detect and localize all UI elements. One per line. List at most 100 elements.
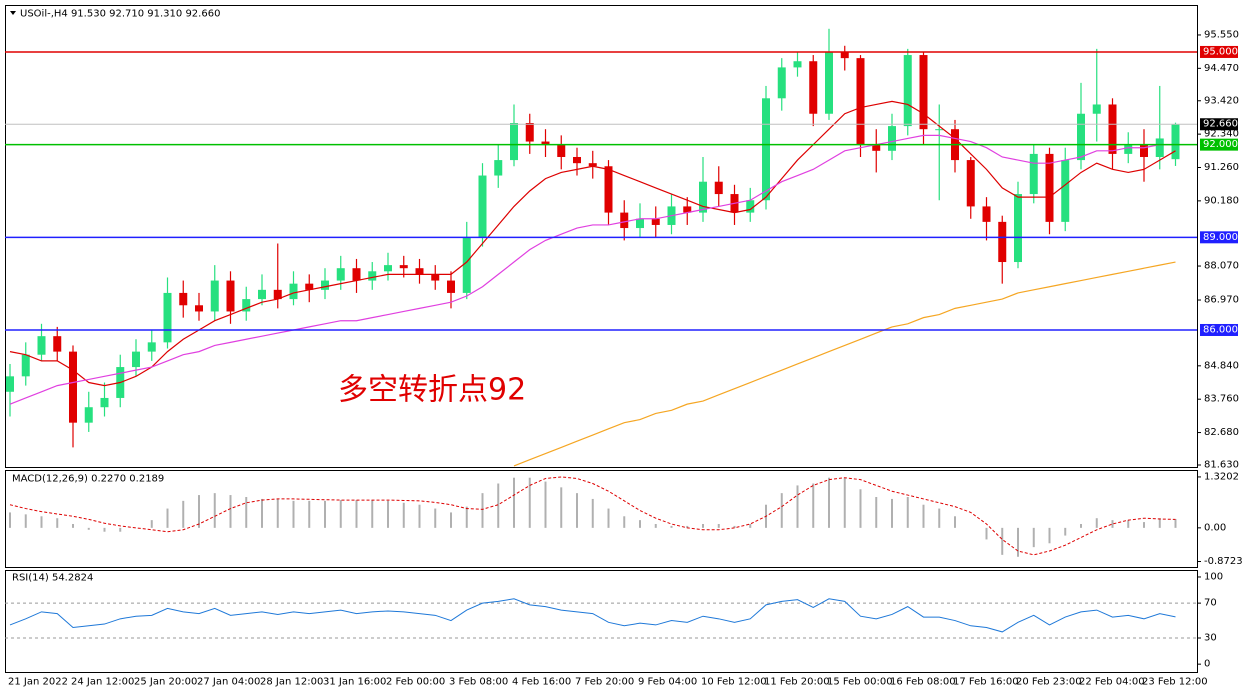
price-level-tag [1200,138,1238,151]
candle-body [305,283,314,290]
candle-body [84,407,93,423]
y-tick-label: 0 [1204,659,1210,670]
candle-body [147,342,156,352]
y-tick-label: 1.3202 [1204,471,1239,482]
candle-body [1077,113,1085,161]
x-tick-label: 9 Feb 04:00 [638,677,697,688]
panel-title: MACD(12,26,9) 0.2270 0.2189 [12,474,164,485]
candle-body [478,175,487,238]
candle-body [888,126,896,151]
candle-body [588,163,597,167]
candle-body [226,280,235,312]
candle-body [100,397,109,408]
rsi-panel [5,570,1198,673]
candle-body [573,156,581,164]
candle-body [683,206,692,213]
moving-average [9,134,1176,405]
candle-body [258,289,266,300]
candle-body [1045,153,1054,222]
candle-body [1124,144,1133,154]
candle-body [336,268,345,281]
y-tick-label: 0.00 [1204,522,1226,533]
x-tick-label: 10 Feb 12:00 [701,677,767,688]
candle-body [651,218,660,225]
annotation: 多空转折点92 [338,373,526,408]
x-tick-label: 28 Jan 12:00 [260,677,323,688]
x-tick-label: 27 Jan 04:00 [197,677,260,688]
x-tick-label: 24 Jan 12:00 [71,677,134,688]
candle-body [1092,104,1101,114]
candle-body [132,351,140,368]
x-tick-label: 16 Feb 08:00 [890,677,956,688]
y-tick-label: 30 [1204,633,1217,644]
current-price-tag [1200,118,1238,131]
candle-body [273,289,282,300]
candle-body [903,55,912,127]
candle-body [179,292,188,306]
candle-body [872,144,881,151]
y-tick-label: 95.550 [1204,29,1239,40]
candle-body [793,61,802,68]
candle-body [399,265,408,269]
y-tick-label: 70 [1204,598,1217,609]
candle-body [21,354,30,377]
x-tick-label: 20 Feb 23:00 [1016,677,1082,688]
candle-body [1029,153,1038,195]
y-tick-label: -0.8723 [1204,556,1243,567]
candle-body [1061,160,1070,222]
candle-body [510,123,518,161]
candle-body [620,212,629,229]
price-level-tag [1200,45,1238,58]
x-tick-label: 11 Feb 20:00 [764,677,830,688]
candle-body [210,280,219,312]
macd-signal [9,476,1176,556]
current-price-label: 92.660 [1203,119,1238,130]
candle-body [431,274,440,281]
panel-title: USOil-,H4 91.530 92.710 91.310 92.660 [20,9,220,20]
candle-body [998,221,1007,263]
candle-body [321,280,329,290]
x-tick-label: 23 Feb 12:00 [1142,677,1208,688]
menu-arrow[interactable] [10,11,16,15]
candle-body [636,218,644,229]
moving-average [9,100,1176,387]
y-tick-label: 86.970 [1204,295,1239,306]
candle-body [840,51,849,59]
candle-body [69,351,77,423]
x-tick-label: 2 Feb 00:00 [386,677,445,688]
x-tick-label: 31 Jan 16:00 [323,677,386,688]
x-tick-label: 3 Feb 08:00 [449,677,508,688]
price-level-tag [1200,231,1238,244]
x-tick-label: 15 Feb 00:00 [827,677,893,688]
candle-body [1155,138,1164,157]
candle-body [37,336,46,355]
candle-body [714,181,723,195]
x-tick-label: 21 Jan 2022 [8,677,68,688]
candle-body [604,166,613,213]
candle-body [462,237,471,293]
candle-body [557,144,566,157]
y-tick-label: 91.260 [1204,162,1239,173]
candle-body [53,336,62,352]
price-level-label: 86.000 [1203,324,1238,335]
candle-body [6,376,14,392]
candle-body [935,129,944,131]
candle-body [1140,144,1148,157]
macd-panel [5,470,1198,568]
y-tick-label: 82.680 [1204,427,1239,438]
candle-body [1171,124,1180,160]
y-tick-label: 94.470 [1204,63,1239,74]
candle-body [163,292,172,343]
candle-body [762,98,770,201]
candle-body [809,61,818,114]
x-tick-label: 22 Feb 04:00 [1079,677,1145,688]
x-tick-label: 7 Feb 20:00 [575,677,634,688]
candle-body [195,305,203,312]
y-tick-label: 84.840 [1204,360,1239,371]
candle-body [825,51,833,114]
price-level-label: 89.000 [1203,232,1238,243]
y-tick-label: 88.070 [1204,261,1239,272]
y-tick-label: 100 [1204,571,1223,582]
candle-body [447,280,455,293]
